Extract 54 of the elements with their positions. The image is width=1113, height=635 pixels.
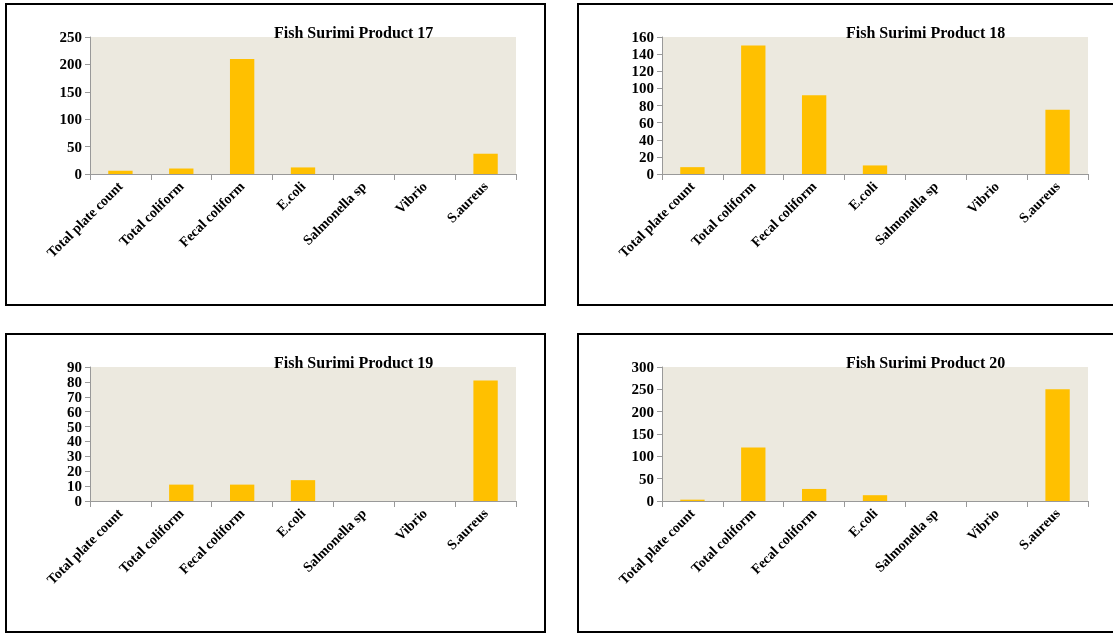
bar bbox=[290, 167, 316, 174]
y-tick-label: 40 bbox=[67, 433, 82, 450]
bar bbox=[1045, 389, 1070, 501]
y-tick-label: 50 bbox=[67, 138, 82, 155]
y-tick-label: 200 bbox=[59, 56, 82, 73]
y-tick-label: 250 bbox=[59, 29, 82, 45]
bar bbox=[229, 58, 255, 174]
y-tick-label: 100 bbox=[631, 80, 654, 97]
y-tick-label: 150 bbox=[59, 83, 82, 100]
y-tick-label: 40 bbox=[639, 131, 654, 148]
bar bbox=[169, 168, 194, 174]
y-tick-label: 20 bbox=[67, 463, 82, 480]
chart-title: Fish Surimi Product 20 bbox=[846, 353, 1006, 371]
y-tick-label: 160 bbox=[631, 29, 654, 45]
y-tick-label: 60 bbox=[639, 114, 654, 131]
y-tick-label: 70 bbox=[67, 388, 82, 405]
y-tick-label: 150 bbox=[631, 426, 654, 442]
y-tick-label: 0 bbox=[646, 493, 654, 509]
bar bbox=[473, 153, 498, 174]
y-tick-label: 0 bbox=[646, 166, 654, 182]
y-tick-label: 30 bbox=[67, 448, 82, 465]
bar bbox=[290, 480, 316, 501]
y-tick-label: 300 bbox=[631, 359, 654, 375]
bar bbox=[108, 170, 133, 174]
y-tick-label: 120 bbox=[631, 63, 654, 80]
y-tick-label: 0 bbox=[74, 493, 82, 509]
bar bbox=[473, 380, 498, 501]
chart-title: Fish Surimi Product 19 bbox=[274, 353, 434, 371]
bar bbox=[801, 488, 827, 501]
bar bbox=[229, 484, 255, 501]
chart-title: Fish Surimi Product 18 bbox=[846, 23, 1006, 41]
y-tick-label: 10 bbox=[67, 478, 82, 495]
chart-title: Fish Surimi Product 17 bbox=[274, 23, 434, 41]
y-tick-label: 140 bbox=[631, 46, 654, 63]
bar bbox=[801, 95, 827, 174]
bar bbox=[741, 447, 766, 501]
y-tick-label: 60 bbox=[67, 403, 82, 420]
bar bbox=[1045, 109, 1070, 174]
y-tick-label: 100 bbox=[59, 111, 82, 128]
bar bbox=[169, 484, 194, 501]
y-tick-label: 100 bbox=[631, 448, 654, 465]
y-tick-label: 50 bbox=[67, 418, 82, 435]
bar bbox=[680, 167, 705, 174]
y-tick-label: 20 bbox=[639, 148, 654, 165]
y-tick-label: 90 bbox=[67, 359, 82, 375]
y-tick-label: 0 bbox=[74, 166, 82, 182]
y-tick-label: 80 bbox=[67, 373, 82, 390]
y-tick-label: 80 bbox=[639, 97, 654, 114]
bar bbox=[741, 45, 766, 174]
bar bbox=[862, 495, 888, 501]
y-tick-label: 200 bbox=[631, 403, 654, 420]
y-tick-label: 250 bbox=[631, 381, 654, 398]
y-tick-label: 50 bbox=[639, 470, 654, 487]
bar bbox=[862, 165, 888, 174]
